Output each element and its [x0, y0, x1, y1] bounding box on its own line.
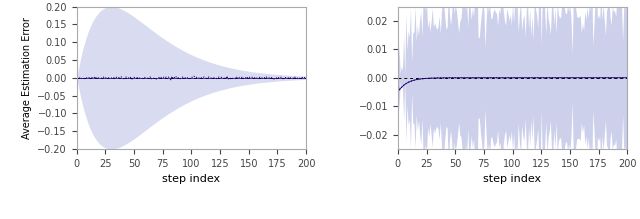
X-axis label: step index: step index: [483, 174, 541, 184]
X-axis label: step index: step index: [163, 174, 221, 184]
Y-axis label: Average Estimation Error: Average Estimation Error: [22, 17, 32, 139]
